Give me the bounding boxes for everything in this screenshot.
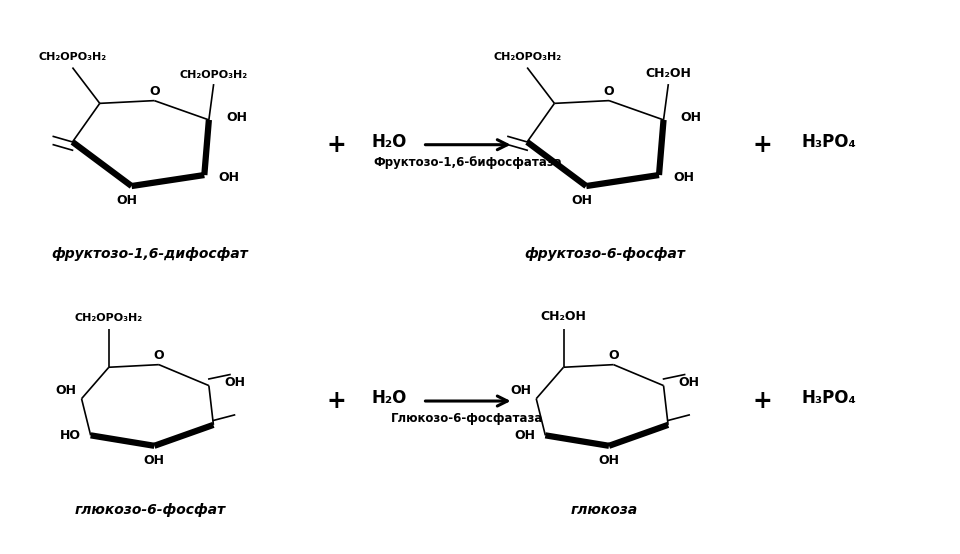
Text: глюкоза: глюкоза bbox=[571, 503, 638, 517]
Text: H₃PO₄: H₃PO₄ bbox=[802, 133, 857, 151]
Text: OH: OH bbox=[673, 171, 694, 184]
Text: фруктозо-1,6-дифосфат: фруктозо-1,6-дифосфат bbox=[52, 247, 248, 261]
Text: OH: OH bbox=[116, 194, 137, 207]
Text: CH₂OH: CH₂OH bbox=[645, 66, 691, 80]
Text: H₃PO₄: H₃PO₄ bbox=[802, 389, 857, 407]
Text: H₂O: H₂O bbox=[372, 133, 407, 151]
Text: CH₂OH: CH₂OH bbox=[540, 310, 587, 323]
Text: CH₂OPO₃H₂: CH₂OPO₃H₂ bbox=[38, 52, 107, 62]
Text: OH: OH bbox=[571, 194, 592, 207]
Text: Фруктозо-1,6-бифосфатаза: Фруктозо-1,6-бифосфатаза bbox=[373, 156, 562, 169]
Text: +: + bbox=[326, 133, 347, 157]
Text: O: O bbox=[154, 349, 164, 362]
Text: OH: OH bbox=[681, 111, 702, 124]
Text: +: + bbox=[326, 389, 347, 413]
Text: HO: HO bbox=[60, 429, 81, 442]
Text: CH₂OPO₃H₂: CH₂OPO₃H₂ bbox=[75, 313, 143, 323]
Text: OH: OH bbox=[515, 429, 536, 442]
Text: O: O bbox=[609, 349, 619, 362]
Text: OH: OH bbox=[679, 376, 700, 389]
Text: CH₂OPO₃H₂: CH₂OPO₃H₂ bbox=[493, 52, 562, 62]
Text: фруктозо-6-фосфат: фруктозо-6-фосфат bbox=[524, 247, 684, 261]
Text: +: + bbox=[753, 133, 772, 157]
Text: O: O bbox=[149, 85, 159, 98]
Text: OH: OH bbox=[225, 376, 245, 389]
Text: OH: OH bbox=[227, 111, 247, 124]
Text: OH: OH bbox=[144, 454, 165, 467]
Text: H₂O: H₂O bbox=[372, 389, 407, 407]
Text: глюкозо-6-фосфат: глюкозо-6-фосфат bbox=[74, 503, 226, 517]
Text: Глюкозо-6-фосфатаза: Глюкозо-6-фосфатаза bbox=[392, 412, 543, 425]
Text: OH: OH bbox=[511, 384, 532, 397]
Text: +: + bbox=[753, 389, 772, 413]
Text: O: O bbox=[604, 85, 614, 98]
Text: CH₂OPO₃H₂: CH₂OPO₃H₂ bbox=[180, 70, 248, 80]
Text: OH: OH bbox=[56, 384, 77, 397]
Text: OH: OH bbox=[598, 454, 619, 467]
Text: OH: OH bbox=[219, 171, 240, 184]
